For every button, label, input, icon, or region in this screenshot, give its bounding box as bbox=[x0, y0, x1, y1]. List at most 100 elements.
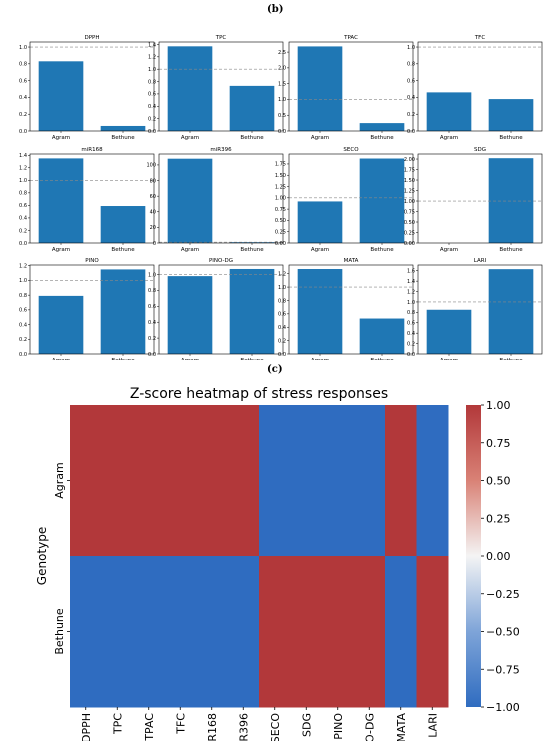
y-tick-label: 0.8 bbox=[278, 298, 286, 304]
panel-label-c: (c) bbox=[267, 364, 283, 375]
y-tick-label: 1.0 bbox=[278, 285, 286, 291]
bar-agram bbox=[167, 46, 213, 132]
bar-panel-pino-dg: PINO-DG Agram Bethune 0.0 0.2 0.4 0.6 0.8 1.0 bbox=[148, 258, 284, 360]
colorbar-tick-label: 0.25 bbox=[486, 512, 511, 525]
y-tick-label: 0.0 bbox=[19, 352, 27, 358]
panel-title: LARI bbox=[474, 258, 487, 264]
heatmap-cell bbox=[416, 405, 449, 557]
bar-agram bbox=[297, 201, 343, 243]
x-tick-label: Agram bbox=[181, 247, 199, 253]
y-tick-label: 1.2 bbox=[19, 264, 27, 270]
bar-agram bbox=[38, 158, 84, 243]
x-tick-label: Bethune bbox=[111, 247, 135, 253]
heatmap-cell bbox=[101, 405, 134, 557]
y-tick-label: 0.2 bbox=[278, 338, 286, 344]
heatmap-cell bbox=[133, 556, 165, 708]
y-tick-label: 1.6 bbox=[407, 269, 415, 275]
bar-bethune bbox=[229, 85, 275, 131]
heatmap-cell bbox=[164, 405, 197, 557]
panel-title: PINO bbox=[85, 258, 99, 264]
panel-title: MATA bbox=[344, 258, 359, 264]
heatmap-cell bbox=[133, 405, 165, 557]
y-tick-label: 0.0 bbox=[19, 129, 27, 135]
y-tick-label: 1.2 bbox=[407, 289, 415, 295]
panel-title: DPPH bbox=[84, 35, 99, 41]
x-tick-label: SDG bbox=[300, 713, 313, 737]
y-tick-label: 0.6 bbox=[19, 78, 27, 84]
axes-frame bbox=[158, 153, 284, 244]
y-tick-label: 0.4 bbox=[278, 325, 286, 331]
panel-label-b: (b) bbox=[267, 4, 284, 15]
x-tick-label: Agram bbox=[52, 135, 70, 141]
heatmap-cell bbox=[196, 405, 228, 557]
x-tick-label: Agram bbox=[440, 358, 458, 360]
heatmap-cell bbox=[164, 556, 197, 708]
y-tick-label: Agram bbox=[53, 462, 66, 499]
y-tick-label: 0.8 bbox=[148, 79, 156, 85]
x-tick-label: PINO bbox=[332, 713, 345, 740]
y-tick-label: 20 bbox=[150, 225, 156, 231]
heatmap-chart: Z-score heatmap of stress responses DPPH T… bbox=[35, 386, 520, 741]
heatmap-cell bbox=[227, 405, 260, 557]
colorbar-tick-label: −1.00 bbox=[486, 701, 520, 714]
x-tick-label: Bethune bbox=[240, 358, 264, 360]
y-tick-label: 1.50 bbox=[404, 178, 415, 184]
bar-agram bbox=[297, 46, 343, 131]
y-tick-label: 0.00 bbox=[404, 241, 415, 247]
y-tick-label: 0.0 bbox=[407, 129, 415, 135]
y-tick-label: 0.8 bbox=[148, 288, 156, 294]
bar-panel-lari: LARI Agram Bethune 0.0 0.2 0.4 0.6 0.8 1.0 1.2 1.4… bbox=[407, 258, 543, 360]
y-tick-label: 0.0 bbox=[148, 352, 156, 358]
x-tick-label: Bethune bbox=[499, 358, 523, 360]
y-tick-label: 0.6 bbox=[148, 304, 156, 310]
y-tick-label: 0.2 bbox=[407, 341, 415, 347]
x-tick-label: Bethune bbox=[240, 135, 264, 141]
x-tick-label: LARI bbox=[426, 713, 439, 738]
y-tick-label: 0.0 bbox=[148, 129, 156, 135]
bar-bethune bbox=[100, 125, 146, 131]
bar-agram bbox=[38, 295, 84, 354]
y-tick-label: 1.50 bbox=[275, 173, 286, 179]
bar-panel-dpph: DPPH Agram Bethune 0.0 0.2 0.4 0.6 0.8 1.0 bbox=[19, 35, 155, 141]
x-tick-label: MATA bbox=[395, 713, 408, 741]
heatmap-cell bbox=[353, 405, 386, 557]
y-tick-label: 0.75 bbox=[275, 207, 286, 213]
heatmap-cell bbox=[322, 405, 354, 557]
y-tick-label: 1.0 bbox=[19, 278, 27, 284]
x-tick-label: TFC bbox=[174, 713, 187, 735]
y-tick-label: 1.0 bbox=[407, 300, 415, 306]
panel-title: SECO bbox=[343, 147, 359, 153]
x-tick-label: PINO-DG bbox=[363, 713, 376, 741]
bar-bethune bbox=[488, 158, 534, 243]
x-tick-label: Bethune bbox=[499, 247, 523, 253]
colorbar-tick-label: 0.75 bbox=[486, 437, 511, 450]
bar-agram bbox=[426, 309, 472, 354]
heatmap-cell bbox=[227, 556, 260, 708]
y-tick-label: 0.6 bbox=[19, 203, 27, 209]
heatmap-cell bbox=[385, 556, 417, 708]
bar-agram bbox=[297, 269, 343, 354]
axes-frame bbox=[158, 264, 284, 355]
y-tick-label: 0.50 bbox=[404, 220, 415, 226]
x-tick-label: Bethune bbox=[370, 247, 394, 253]
axes-frame bbox=[417, 153, 543, 244]
x-tick-label: Bethune bbox=[111, 135, 135, 141]
y-tick-label: 1.4 bbox=[407, 279, 415, 285]
y-tick-label: 1.00 bbox=[275, 196, 286, 202]
y-tick-label: 0.6 bbox=[278, 312, 286, 318]
y-tick-label: 1.0 bbox=[278, 97, 286, 103]
y-tick-label: 1.0 bbox=[19, 178, 27, 184]
heatmap-cell bbox=[70, 405, 102, 557]
axes-frame bbox=[29, 264, 155, 355]
y-tick-label: 0.4 bbox=[407, 331, 415, 337]
y-tick-label: 100 bbox=[146, 163, 156, 169]
bar-panel-tpac: TPAC Agram Bethune 0.0 0.5 1.0 1.5 2.0 2.5 bbox=[278, 35, 414, 141]
axes-frame bbox=[29, 153, 155, 244]
bar-panel-tfc: TFC Agram Bethune 0.0 0.2 0.4 0.6 0.8 1.0 bbox=[407, 35, 543, 141]
colorbar-tick-label: 0.50 bbox=[486, 475, 511, 488]
bar-bethune bbox=[359, 318, 405, 354]
y-tick-label: 1.2 bbox=[148, 55, 156, 61]
x-tick-label: SECO bbox=[269, 713, 282, 741]
colorbar-tick-label: 1.00 bbox=[486, 399, 511, 412]
heatmap-cell bbox=[290, 405, 323, 557]
